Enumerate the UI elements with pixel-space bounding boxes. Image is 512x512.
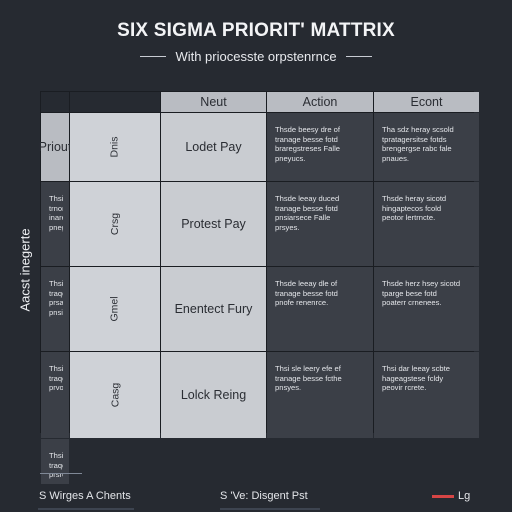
footer-right-text: S 'Ve: Disgent Pst bbox=[220, 490, 308, 502]
row-label: Lodet Pay bbox=[161, 113, 266, 181]
column-header: Econt bbox=[374, 92, 479, 112]
matrix-cell: Thsi Deey dse oftraqe fosdo fotdprvotoe … bbox=[41, 352, 69, 438]
column-header: Neut bbox=[161, 92, 266, 112]
row-tag: Gmel bbox=[70, 267, 160, 351]
row-tag: Casg bbox=[70, 352, 160, 438]
row-label: Lolck Reing bbox=[161, 352, 266, 438]
footer-red-marker bbox=[432, 495, 454, 498]
matrix-corner bbox=[41, 92, 69, 112]
matrix-cell: Thsde leeay dle of tranage besse fotd pnof… bbox=[267, 267, 373, 351]
matrix-cell: Thsi Deay dse cftraqe fcsos fcdprsretarc… bbox=[41, 439, 69, 484]
matrix-corner-2 bbox=[70, 92, 160, 112]
footer-left-text: S Wirges A Chents bbox=[39, 490, 131, 502]
subtitle-rule-left bbox=[140, 55, 167, 57]
matrix-cell: Thsde herz hsey sicotd tparge bese fotd po… bbox=[374, 267, 479, 351]
matrix-cell: Thsde heray sicotd hingaptecos fcold peoto… bbox=[374, 182, 479, 266]
column-header: Priout bbox=[39, 113, 71, 181]
row-tag: Dnis bbox=[70, 113, 160, 181]
row-label: Enentect Fury bbox=[161, 267, 266, 351]
footer-accent-line bbox=[40, 473, 82, 474]
column-header: Action bbox=[267, 92, 373, 112]
matrix-cell: Thsi sle leery efe ef tranage besse fcthe… bbox=[267, 352, 373, 438]
subtitle-rule-right bbox=[345, 55, 372, 57]
matrix-cell: Thsi dar leeay scbte hageagstese fcldy peo… bbox=[374, 352, 479, 438]
matrix-cell: Thsde leeay duced tranage besse fotd pnsia… bbox=[267, 182, 373, 266]
footer-divider-left bbox=[38, 508, 134, 510]
matrix-cell: Thsde beesy dre of tranage besse fotd brar… bbox=[267, 113, 373, 181]
matrix-cell: Tha sdz heray scsold tpratagersitse fotds… bbox=[374, 113, 479, 181]
subtitle-row: With priocesste orpstenrnce bbox=[0, 46, 512, 66]
row-label: Protest Pay bbox=[161, 182, 266, 266]
footer-divider-right bbox=[220, 508, 320, 510]
matrix-cell: Thsi sld lesy dvetetrnore Dhese deinares… bbox=[41, 182, 69, 266]
y-axis-label: Aacst inegerte bbox=[17, 228, 33, 312]
matrix-cell: Thsi Deay dte eftraqe fosdo fotdprsatans… bbox=[41, 267, 69, 351]
subtitle: With priocesste orpstenrnce bbox=[175, 48, 337, 64]
footer-end-text: Lg bbox=[458, 490, 471, 502]
page-title: SIX SIGMA PRIORIT' MATTRIX bbox=[117, 20, 395, 41]
row-tag: Crsg bbox=[70, 182, 160, 266]
priority-matrix: Neut Action Econt Priout Dnis Lodet Pay … bbox=[39, 91, 479, 484]
